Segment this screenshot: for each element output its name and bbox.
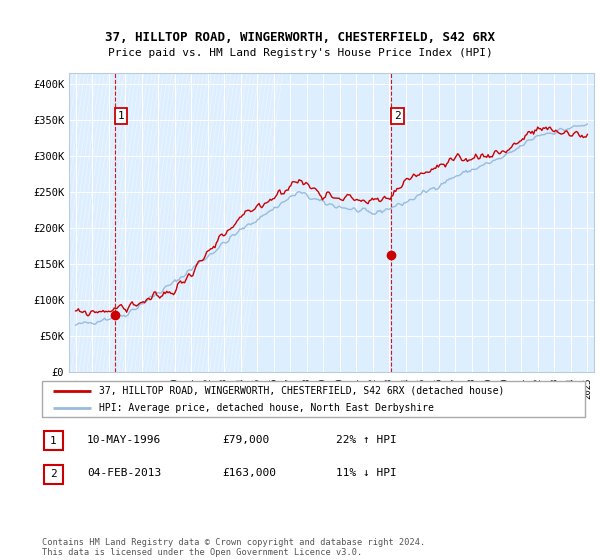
Text: 37, HILLTOP ROAD, WINGERWORTH, CHESTERFIELD, S42 6RX (detached house): 37, HILLTOP ROAD, WINGERWORTH, CHESTERFI… <box>99 386 505 396</box>
Text: £79,000: £79,000 <box>222 435 269 445</box>
Text: £163,000: £163,000 <box>222 468 276 478</box>
Text: 1: 1 <box>50 436 57 446</box>
Text: 11% ↓ HPI: 11% ↓ HPI <box>336 468 397 478</box>
Text: 22% ↑ HPI: 22% ↑ HPI <box>336 435 397 445</box>
FancyBboxPatch shape <box>44 465 63 484</box>
Text: 2: 2 <box>394 111 401 121</box>
Text: 37, HILLTOP ROAD, WINGERWORTH, CHESTERFIELD, S42 6RX: 37, HILLTOP ROAD, WINGERWORTH, CHESTERFI… <box>105 31 495 44</box>
Text: Price paid vs. HM Land Registry's House Price Index (HPI): Price paid vs. HM Land Registry's House … <box>107 48 493 58</box>
Text: Contains HM Land Registry data © Crown copyright and database right 2024.
This d: Contains HM Land Registry data © Crown c… <box>42 538 425 557</box>
Text: 2: 2 <box>50 469 57 479</box>
FancyBboxPatch shape <box>42 381 585 417</box>
Text: 1: 1 <box>118 111 125 121</box>
FancyBboxPatch shape <box>44 431 63 450</box>
Text: 04-FEB-2013: 04-FEB-2013 <box>87 468 161 478</box>
Text: 10-MAY-1996: 10-MAY-1996 <box>87 435 161 445</box>
Text: HPI: Average price, detached house, North East Derbyshire: HPI: Average price, detached house, Nort… <box>99 403 434 413</box>
